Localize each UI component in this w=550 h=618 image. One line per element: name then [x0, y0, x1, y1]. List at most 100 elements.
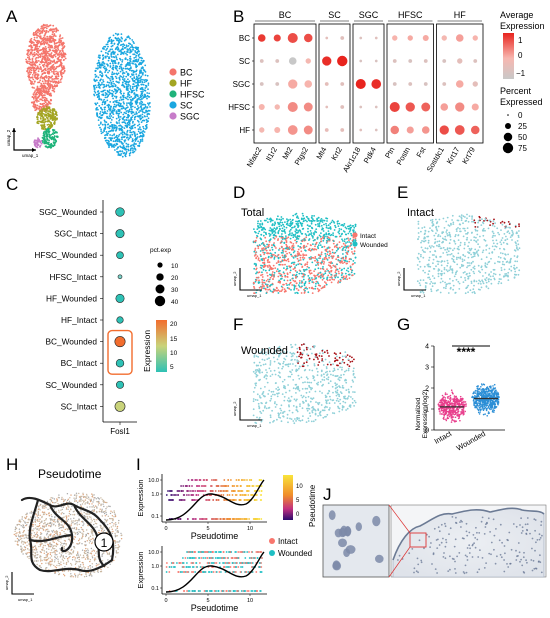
pseudotime-i-point	[182, 485, 185, 487]
color-legend-b-tick-neg1: −1	[516, 69, 526, 78]
swarm-g-point	[497, 401, 500, 403]
dotplot-b-dot	[472, 81, 478, 87]
pseudotime-i-point	[258, 490, 261, 492]
pseudotime-i-point	[188, 494, 190, 496]
pseudotime-i-point	[166, 562, 168, 564]
swarm-g-point	[489, 408, 491, 411]
dotplot-b-group-box-sc	[318, 23, 351, 144]
dotplot-b-dot	[305, 58, 311, 64]
swarm-g-point	[459, 399, 461, 402]
ihc-zoom-line-bottom	[388, 546, 411, 578]
pseudotime-i-point	[183, 571, 186, 573]
pseudotime-i-point	[206, 557, 209, 559]
swarm-g-point	[486, 415, 489, 417]
swarm-g-point	[480, 399, 483, 401]
pseudotime-i-point	[177, 518, 180, 520]
swarm-g-point	[455, 397, 458, 400]
color-legend-b-title-1: Average	[500, 10, 533, 20]
pseudotime-i-point	[236, 518, 239, 520]
dotplot-b-dot	[440, 103, 449, 111]
pseudotime-i-point	[256, 518, 259, 520]
pseudotime-i-point	[198, 485, 201, 487]
dotplot-b-dot	[406, 126, 414, 134]
swarm-g-point	[452, 413, 454, 415]
pseudotime-i-point	[204, 518, 207, 520]
dotplot-b-gene-ptn: Ptn	[383, 146, 396, 160]
swarm-g-point	[443, 404, 446, 407]
swarm-g-point	[490, 408, 493, 410]
swarm-g-point	[462, 408, 465, 410]
swarm-g-point	[449, 413, 451, 416]
swarm-g-point	[491, 391, 493, 394]
umap-d-points	[252, 212, 357, 295]
swarm-g-point	[446, 417, 449, 420]
swarm-g-point	[445, 419, 448, 422]
legend-a-swatch-sc	[169, 101, 177, 109]
pseudotime-i-point	[186, 494, 188, 496]
swarm-g-point	[441, 394, 444, 397]
dotplot-b-dot	[273, 34, 281, 42]
swarm-g-point	[439, 413, 441, 415]
swarm-g-point	[497, 399, 500, 401]
swarm-g-point	[487, 387, 490, 390]
pseudotime-i-point	[255, 494, 258, 496]
swarm-g-point	[457, 402, 459, 404]
pseudotime-i-point	[223, 562, 226, 564]
umap-a-points	[25, 23, 151, 158]
swarm-g-point	[444, 412, 447, 414]
panel-letter-g: G	[397, 315, 410, 334]
colorbar-i-tick-5: 5	[296, 498, 300, 504]
dotplot-b-row-sgc: SGC	[233, 80, 251, 89]
swarm-g-point	[490, 389, 493, 391]
swarm-g-point	[465, 405, 467, 407]
swarm-g-point	[478, 413, 481, 415]
pseudotime-i-top: 10.0 1.0 0.1 0 5 10 Pseudotime Expression	[136, 474, 267, 541]
pseudotime-i-point	[232, 490, 235, 492]
pseudotime-i-point	[208, 551, 210, 553]
umap-e-xlabel: umap_1	[411, 293, 426, 298]
dotplot-b-dot	[322, 56, 332, 66]
i-legend-wounded-swatch	[269, 550, 275, 556]
dotplot-c-color-legend: 20 15 10 5 Expression	[142, 320, 178, 372]
pseudotime-i-point	[189, 551, 192, 553]
dotplot-b-group-box-hf	[436, 23, 484, 144]
pseudotime-i-point	[240, 479, 243, 481]
pseudotime-i-point	[222, 485, 225, 487]
color-legend-c-tick-15: 15	[170, 336, 178, 343]
pseudotime-i-point	[182, 566, 185, 568]
swarm-g-point	[484, 413, 486, 415]
pseudotime-i-point	[232, 571, 235, 573]
pseudotime-i-point	[215, 499, 218, 501]
pseudotime-i-point	[175, 494, 177, 496]
swarm-g-point	[453, 413, 456, 416]
swarm-g-point	[496, 396, 499, 398]
pseudotime-i-point	[248, 551, 250, 553]
swarm-g-point	[459, 395, 462, 398]
pseudotime-i-point	[165, 494, 168, 496]
dotplot-b-dot	[473, 59, 478, 63]
dotplot-c-dot	[114, 336, 126, 348]
swarm-g-point	[477, 402, 480, 404]
legend-a-label-hfsc: HFSC	[180, 90, 205, 100]
color-legend-c-tick-10: 10	[170, 350, 178, 357]
dotplot-b-gene-krt79: Krt79	[460, 146, 477, 166]
pseudotime-i-point	[259, 479, 261, 481]
pseudotime-i-point	[194, 490, 197, 492]
swarm-g-category-intact: Intact	[433, 428, 454, 445]
swarm-g-point	[486, 386, 489, 388]
pseudotime-i-point	[208, 562, 211, 564]
panel-letter-i: I	[136, 455, 141, 474]
pseudotime-i-point	[228, 562, 230, 564]
ihc-zoom-line-top	[388, 504, 411, 534]
pseudotime-i-point	[177, 494, 179, 496]
dotplot-b: BC SC SGC HFSC HF BC SC SGC HFSC HF Nfatc2 Il1r2 Mt2…	[228, 10, 484, 174]
pseudotime-i-point	[196, 479, 198, 481]
pseudotime-i-point	[180, 499, 183, 501]
dotplot-b-dot	[359, 59, 363, 63]
swarm-g-point	[481, 391, 484, 394]
pseudotime-i-point	[188, 485, 191, 487]
swarm-g-point	[462, 398, 464, 400]
umap-d-xlabel: umap_1	[247, 293, 262, 298]
swarm-g-point	[498, 396, 500, 399]
